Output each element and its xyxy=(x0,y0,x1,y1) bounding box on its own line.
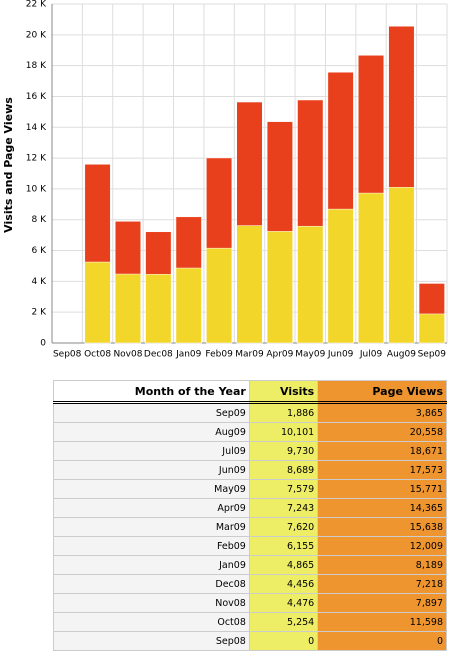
table-cell: 7,243 xyxy=(248,498,319,518)
table-row: Sep08 0 0 xyxy=(53,631,447,651)
y-tick-label: 20 K xyxy=(26,30,47,40)
table-cell: 0 xyxy=(248,631,319,651)
bar xyxy=(236,225,263,344)
table-cell: 7,620 xyxy=(248,517,319,537)
table-cell: 9,730 xyxy=(248,441,319,461)
table-cell: Nov08 xyxy=(53,593,250,613)
table-row: Aug09 10,101 20,558 xyxy=(53,422,447,442)
table-cell: 4,476 xyxy=(248,593,319,613)
y-tick-label: 8 K xyxy=(32,215,48,225)
x-tick-label: Sep09 xyxy=(418,350,447,360)
column-header: Page Views xyxy=(317,380,447,404)
table-cell: May09 xyxy=(53,479,250,499)
table-cell: 7,897 xyxy=(317,593,447,613)
table-row: Mar09 7,620 15,638 xyxy=(53,517,447,537)
y-tick-label: 16 K xyxy=(26,92,47,102)
x-tick-label: Jan09 xyxy=(175,350,202,360)
bar xyxy=(388,187,415,344)
x-tick-label: Sep08 xyxy=(53,350,82,360)
table-cell: 6,155 xyxy=(248,536,319,556)
y-tick-label: 14 K xyxy=(26,123,47,133)
table-cell: Dec08 xyxy=(53,574,250,594)
table-row: Jul09 9,730 18,671 xyxy=(53,441,447,461)
table-cell: 1,886 xyxy=(248,402,319,423)
table-cell: 0 xyxy=(317,631,447,651)
x-tick-label: Nov08 xyxy=(113,350,142,360)
table-row: Nov08 4,476 7,897 xyxy=(53,593,447,613)
y-tick-label: 10 K xyxy=(26,184,47,194)
x-tick-label: Feb09 xyxy=(205,350,233,360)
table-cell: 3,865 xyxy=(317,402,447,423)
x-tick-label: Mar09 xyxy=(235,350,264,360)
table-cell: 20,558 xyxy=(317,422,447,442)
x-tick-label: Aug09 xyxy=(387,350,416,360)
table-cell: 15,638 xyxy=(317,517,447,537)
table-cell: Apr09 xyxy=(53,498,250,518)
column-header: Month of the Year xyxy=(53,380,250,404)
table-cell: 4,456 xyxy=(248,574,319,594)
table-cell: 7,218 xyxy=(317,574,447,594)
table-cell: 14,365 xyxy=(317,498,447,518)
table-cell: Feb09 xyxy=(53,536,250,556)
table-cell: 10,101 xyxy=(248,422,319,442)
x-tick-label: Jul09 xyxy=(359,350,383,360)
table-cell: 18,671 xyxy=(317,441,447,461)
column-header: Visits xyxy=(248,380,319,404)
table-cell: 15,771 xyxy=(317,479,447,499)
table-cell: 8,189 xyxy=(317,555,447,575)
x-tick-label: May09 xyxy=(295,350,325,360)
table-cell: 12,009 xyxy=(317,536,447,556)
bar xyxy=(114,273,141,344)
bar xyxy=(84,261,111,344)
table-cell: Jun09 xyxy=(53,460,250,480)
table-cell: 7,579 xyxy=(248,479,319,499)
x-tick-label: Apr09 xyxy=(266,350,293,360)
bar xyxy=(327,208,354,344)
bar xyxy=(175,267,202,344)
table-cell: Sep08 xyxy=(53,631,250,651)
table-cell: 4,865 xyxy=(248,555,319,575)
table-cell: 5,254 xyxy=(248,612,319,632)
table-cell: Jul09 xyxy=(53,441,250,461)
bar xyxy=(297,225,324,344)
table-cell: Jan09 xyxy=(53,555,250,575)
bar xyxy=(266,231,293,344)
y-tick-label: 6 K xyxy=(32,246,48,256)
table-row: Jun09 8,689 17,573 xyxy=(53,460,447,480)
y-tick-label: 4 K xyxy=(32,277,48,287)
table-cell: Mar09 xyxy=(53,517,250,537)
bar xyxy=(145,274,172,344)
y-tick-label: 18 K xyxy=(26,61,47,71)
table-row: Apr09 7,243 14,365 xyxy=(53,498,447,518)
data-table: Month of the Year Visits Page Views Sep09 1,… xyxy=(53,380,447,651)
y-tick-label: 0 xyxy=(40,339,46,349)
x-tick-label: Jun09 xyxy=(327,350,354,360)
table-row: Feb09 6,155 12,009 xyxy=(53,536,447,556)
header-row: Month of the Year Visits Page Views xyxy=(53,380,447,404)
x-tick-label: Oct08 xyxy=(84,350,111,360)
table-row: Dec08 4,456 7,218 xyxy=(53,574,447,594)
table-cell: 17,573 xyxy=(317,460,447,480)
chart: Visits and Page Views 0 2 K 4 K 6 K 8 K 10 K 1… xyxy=(2,0,448,360)
table-row: Jan09 4,865 8,189 xyxy=(53,555,447,575)
table-cell: Oct08 xyxy=(53,612,250,632)
y-axis-title: Visits and Page Views xyxy=(2,97,15,233)
bar xyxy=(206,247,233,344)
bar xyxy=(358,192,385,344)
x-tick-label: Dec08 xyxy=(144,350,173,360)
table-row: May09 7,579 15,771 xyxy=(53,479,447,499)
table-row: Oct08 5,254 11,598 xyxy=(53,612,447,632)
table-cell: 8,689 xyxy=(248,460,319,480)
table-cell: 11,598 xyxy=(317,612,447,632)
bar xyxy=(418,313,445,344)
table-cell: Aug09 xyxy=(53,422,250,442)
table-cell: Sep09 xyxy=(53,402,250,423)
y-tick-label: 12 K xyxy=(26,154,47,164)
y-tick-label: 22 K xyxy=(26,0,47,10)
y-tick-label: 2 K xyxy=(32,308,48,318)
table-row: Sep09 1,886 3,865 xyxy=(53,402,447,423)
